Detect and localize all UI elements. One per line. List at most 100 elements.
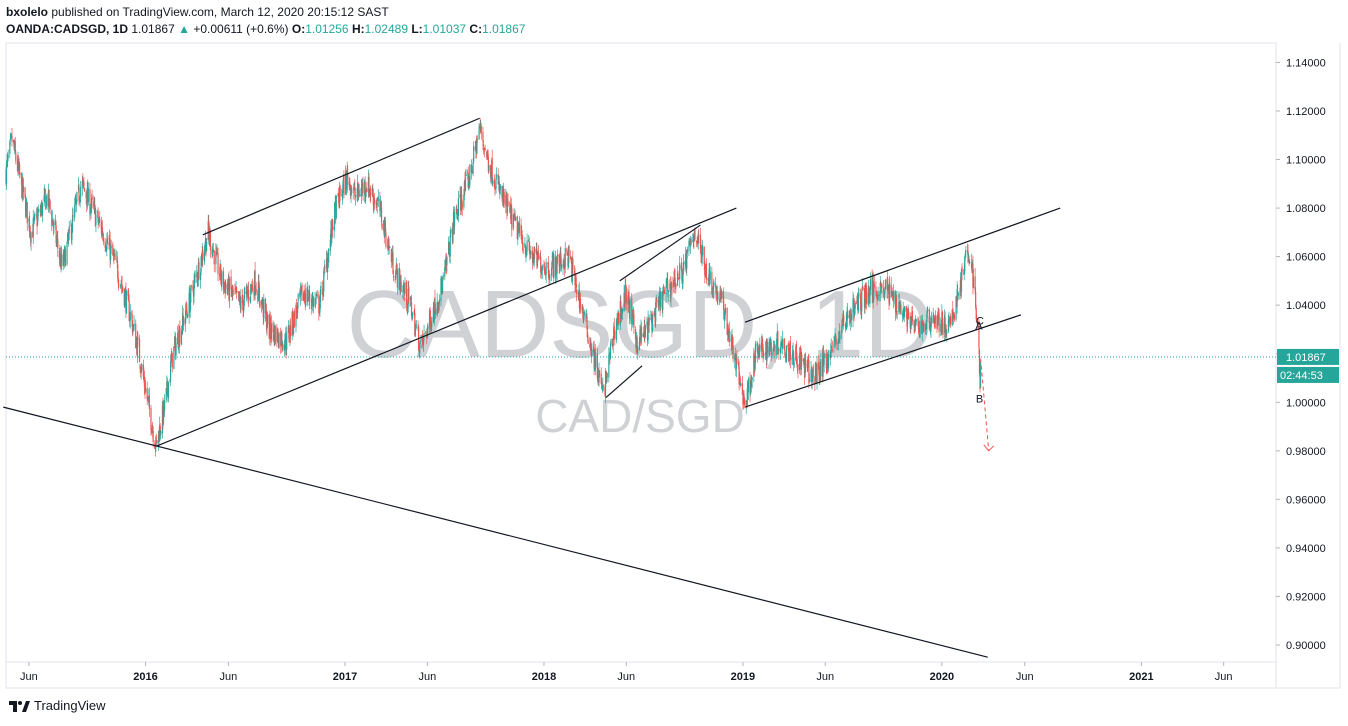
candles <box>5 118 982 457</box>
candle-body <box>478 126 480 140</box>
candle-body <box>957 292 959 296</box>
candle-body <box>497 174 499 185</box>
candle-body <box>30 232 32 243</box>
candle-body <box>694 228 696 240</box>
candle-body <box>398 268 401 277</box>
candle-body <box>934 315 936 324</box>
candle-body <box>102 235 104 236</box>
time-tick-label: 2021 <box>1129 671 1153 683</box>
candle-body <box>10 134 13 137</box>
time-axis[interactable]: Jun 2016 Jun 2017 Jun 2018 Jun 2019 Jun 2020 Jun 20… <box>20 662 1233 683</box>
candle-body <box>310 301 312 303</box>
candle-body <box>87 187 89 203</box>
candle-body <box>63 249 65 263</box>
candle-body <box>777 331 779 351</box>
candle-body <box>112 244 114 256</box>
candle-body <box>528 241 530 251</box>
candle-body <box>676 272 679 286</box>
candle-body <box>476 139 479 141</box>
symbol-label[interactable]: OANDA:CADSGD, 1D <box>6 22 129 36</box>
price-axis[interactable]: 1.14000 1.12000 1.10000 1.08000 1.06000 1.040… <box>1276 57 1339 652</box>
candle-body <box>547 261 549 274</box>
candle-body <box>579 298 582 309</box>
candle-body <box>341 194 343 198</box>
candle-body <box>711 292 714 296</box>
candle-body <box>48 189 50 207</box>
candle-body <box>525 250 528 255</box>
candle-body <box>227 288 229 292</box>
countdown-badge <box>1277 366 1339 383</box>
candle-body <box>938 313 940 333</box>
author-name[interactable]: bxolelo <box>6 5 49 19</box>
candle-body <box>797 364 799 371</box>
candle-body <box>972 277 975 289</box>
candle-body <box>160 431 162 436</box>
candle-body <box>288 336 291 341</box>
candle-body <box>25 202 27 217</box>
candle-body <box>782 338 784 350</box>
candle-body <box>234 288 236 290</box>
candle-body <box>652 313 654 316</box>
candle-body <box>822 352 824 377</box>
candle-body <box>203 252 206 262</box>
candle-body <box>712 282 715 291</box>
low-value: 1.01037 <box>422 22 467 36</box>
candle-body <box>740 382 742 386</box>
candle-body <box>106 237 108 244</box>
candle-body <box>739 377 741 386</box>
candle-body <box>255 288 257 292</box>
candle-body <box>295 306 298 313</box>
candle-body <box>742 392 745 404</box>
candle-body <box>26 202 28 224</box>
candle-body <box>186 310 188 313</box>
candle-body <box>277 329 279 342</box>
candle-body <box>843 315 845 322</box>
candle-body <box>882 288 885 291</box>
candle-body <box>388 239 390 250</box>
candle-body <box>37 213 39 217</box>
candle-body <box>94 204 96 207</box>
candle-body <box>293 310 295 328</box>
candle-body <box>90 197 93 206</box>
candle-body <box>967 250 969 263</box>
candle-body <box>20 173 22 178</box>
candle-body <box>766 341 769 353</box>
candle-body <box>700 246 702 255</box>
candle-body <box>264 298 267 314</box>
candle-body <box>784 350 786 357</box>
candle-body <box>608 354 610 378</box>
candle-body <box>585 315 588 318</box>
open-value: 1.01256 <box>305 22 349 36</box>
candle-body <box>697 233 699 242</box>
candle-body <box>392 275 395 278</box>
candle-body <box>463 194 465 208</box>
candle-body <box>820 358 822 377</box>
candle-body <box>875 292 878 296</box>
candle-body <box>196 273 198 280</box>
candle-body <box>879 294 881 296</box>
candle-body <box>100 221 102 234</box>
candle-body <box>930 317 932 332</box>
candle-body <box>453 211 456 226</box>
candle-body <box>494 189 497 190</box>
footer-brand[interactable]: TradingView <box>8 698 106 713</box>
high-value: 1.02489 <box>364 22 408 36</box>
candle-body <box>97 211 99 223</box>
candle-body <box>272 322 274 333</box>
candle-body <box>570 256 572 260</box>
candle-body <box>471 170 473 174</box>
candle-body <box>455 208 457 211</box>
candle-body <box>315 297 317 300</box>
projection-line <box>980 358 990 451</box>
trendlines[interactable]: A B C <box>3 117 1276 658</box>
candle-body <box>408 286 410 303</box>
candle-body <box>963 269 965 274</box>
candle-body <box>320 286 322 288</box>
candle-body <box>22 186 25 192</box>
candle-body <box>247 289 250 300</box>
candle-body <box>833 342 835 349</box>
candle-body <box>959 293 961 295</box>
candle-body <box>631 309 633 325</box>
candle-body <box>624 285 626 305</box>
